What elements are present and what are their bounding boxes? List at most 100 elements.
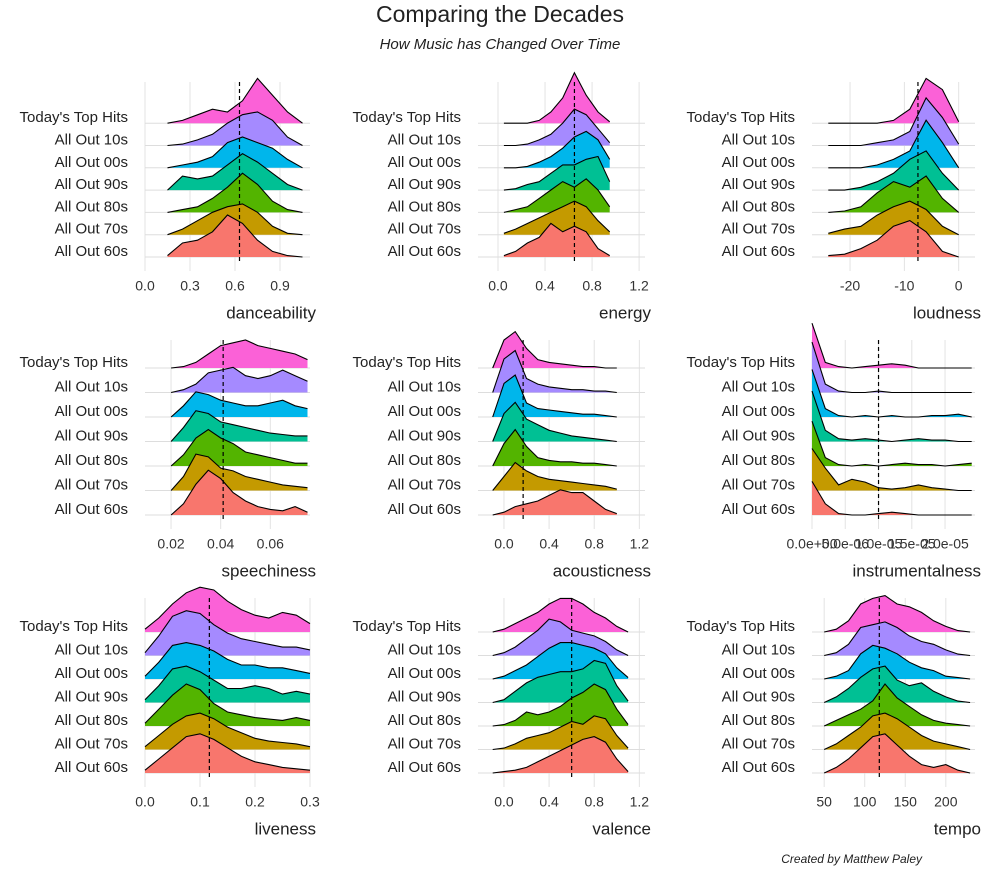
- ridge-line: [144, 683, 311, 724]
- x-tick-label: 1.5e-05: [888, 536, 936, 552]
- x-tick-label: 0.0: [494, 536, 514, 552]
- y-tick-label: All Out 80s: [55, 198, 128, 215]
- y-tick-label: Today's Top Hits: [687, 109, 795, 126]
- y-tick-label: All Out 70s: [722, 476, 795, 493]
- y-tick-label: All Out 80s: [55, 712, 128, 729]
- y-tick-label: All Out 70s: [55, 735, 128, 752]
- y-tick-label: All Out 00s: [388, 665, 461, 682]
- ridge-line: [823, 712, 971, 751]
- ridge-area: [167, 173, 303, 213]
- ridge-line: [503, 155, 611, 191]
- x-tick-label: 0.8: [582, 278, 602, 294]
- ridge-area: [812, 481, 972, 515]
- ridge-line: [828, 119, 960, 169]
- y-tick-label: Today's Top Hits: [687, 354, 795, 371]
- x-axis-label: liveness: [255, 819, 316, 838]
- ridge-line: [811, 390, 972, 443]
- y-tick-label: All Out 00s: [722, 154, 795, 171]
- x-tick-label: 100: [853, 794, 877, 810]
- ridge-line: [503, 108, 611, 147]
- ridge-line: [167, 203, 303, 236]
- y-tick-label: All Out 70s: [722, 735, 795, 752]
- x-axis-label: danceability: [226, 303, 316, 322]
- y-tick-label: All Out 10s: [388, 641, 461, 658]
- y-tick-label: All Out 80s: [388, 452, 461, 469]
- ridge-line: [828, 96, 960, 147]
- ridge-line: [170, 410, 308, 442]
- ridge-area: [503, 201, 610, 235]
- y-tick-label: All Out 80s: [722, 452, 795, 469]
- ridge-line: [828, 150, 960, 191]
- ridge-area: [167, 111, 303, 146]
- ridge-line: [167, 136, 303, 169]
- ridge-area: [167, 78, 303, 124]
- x-axis-label: energy: [599, 303, 651, 322]
- ridge-line: [811, 448, 972, 492]
- ridge-line: [492, 349, 617, 394]
- ridge-line: [492, 374, 617, 418]
- ridge-line: [171, 339, 308, 369]
- ridge-line: [492, 736, 629, 774]
- ridge-line: [144, 712, 311, 748]
- ridge-line: [503, 222, 610, 257]
- y-tick-label: All Out 10s: [55, 131, 128, 148]
- ridge-area: [492, 598, 629, 632]
- y-tick-label: Today's Top Hits: [687, 618, 795, 635]
- y-tick-label: Today's Top Hits: [20, 354, 128, 371]
- ridge-area: [171, 340, 308, 368]
- x-axis-label: loudness: [913, 303, 981, 322]
- x-tick-label: 0.04: [207, 536, 234, 552]
- ridge-area: [812, 342, 972, 393]
- ridge-area: [824, 733, 971, 773]
- x-tick-label: 0.06: [257, 536, 284, 552]
- y-tick-label: All Out 90s: [388, 176, 461, 193]
- ridge-line: [824, 621, 971, 657]
- y-tick-label: All Out 60s: [722, 243, 795, 260]
- x-tick-label: 0.3: [180, 278, 200, 294]
- x-tick-label: -10: [894, 278, 914, 294]
- y-tick-label: All Out 70s: [388, 735, 461, 752]
- ridge-line: [492, 489, 617, 516]
- y-tick-label: All Out 60s: [722, 759, 795, 776]
- x-tick-label: 1.0e-05: [855, 536, 903, 552]
- ridge-line: [823, 683, 971, 727]
- x-tick-label: 0.0e+00: [787, 536, 838, 552]
- ridge-line: [492, 715, 629, 751]
- ridge-area: [492, 331, 617, 368]
- x-tick-label: 1.2: [629, 278, 649, 294]
- x-tick-label: 0.8: [584, 536, 604, 552]
- y-tick-label: All Out 60s: [388, 759, 461, 776]
- x-tick-label: 50: [816, 794, 832, 810]
- x-tick-label: 0.4: [539, 536, 559, 552]
- ridge-line: [170, 391, 308, 418]
- ridge-area: [171, 367, 308, 393]
- ridge-line: [144, 665, 311, 701]
- y-tick-label: All Out 70s: [388, 476, 461, 493]
- ridge-area: [503, 72, 610, 124]
- ridge-area: [812, 448, 972, 491]
- x-tick-label: 0.8: [584, 794, 604, 810]
- ridge-line: [167, 214, 303, 258]
- x-tick-label: 0.1: [190, 794, 210, 810]
- ridge-area: [503, 223, 610, 257]
- ridge-line: [828, 175, 960, 213]
- x-axis-label: valence: [592, 819, 651, 838]
- ridge-area: [492, 736, 629, 773]
- ridge-line: [828, 200, 959, 236]
- y-tick-label: All Out 70s: [722, 221, 795, 238]
- ridge-line: [503, 71, 611, 124]
- y-tick-label: All Out 80s: [722, 198, 795, 215]
- ridge-line: [823, 733, 971, 774]
- x-tick-label: 0.0: [135, 794, 155, 810]
- ridge-line: [167, 111, 303, 147]
- y-tick-label: All Out 70s: [55, 476, 128, 493]
- y-tick-label: All Out 10s: [388, 131, 461, 148]
- ridge-line: [811, 341, 972, 394]
- ridge-area: [812, 391, 972, 442]
- ridge-area: [828, 176, 959, 213]
- ridge-line: [144, 733, 311, 771]
- ridge-line: [811, 421, 972, 467]
- ridge-line: [503, 200, 611, 234]
- y-tick-label: All Out 90s: [722, 427, 795, 444]
- y-tick-label: Today's Top Hits: [20, 618, 128, 635]
